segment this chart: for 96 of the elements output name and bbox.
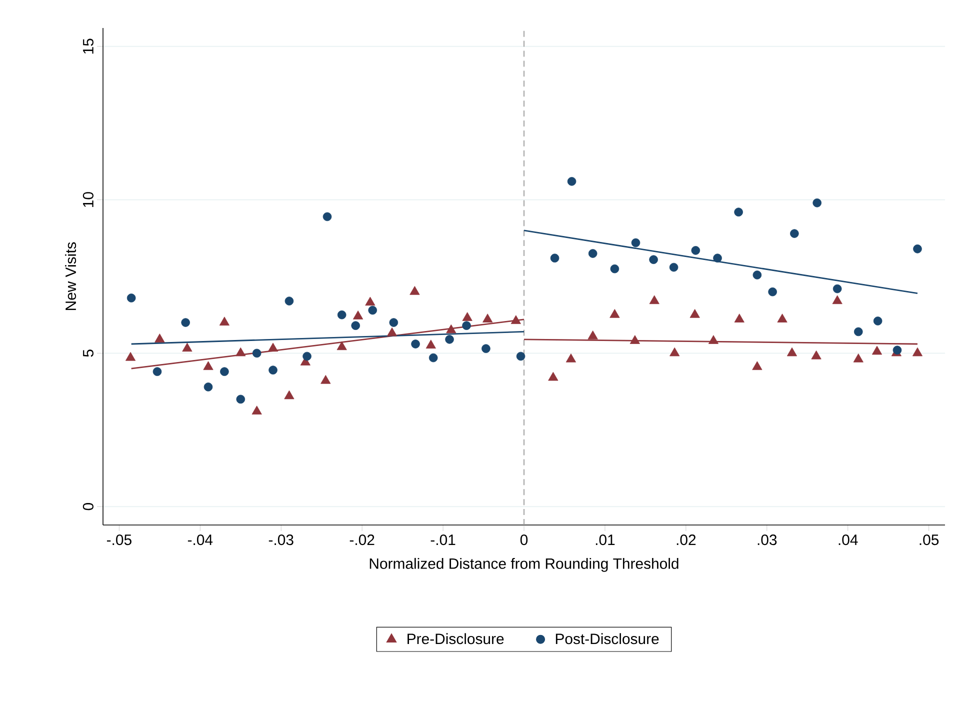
y-tick-label: 5 (83, 350, 94, 357)
point (510, 315, 521, 324)
point (649, 255, 658, 264)
point (386, 327, 398, 336)
point (832, 295, 842, 304)
point (181, 318, 190, 327)
point (670, 347, 680, 356)
point (126, 294, 136, 302)
point (337, 310, 346, 320)
point (411, 340, 420, 348)
point (320, 375, 331, 384)
point (445, 334, 454, 344)
point (236, 347, 246, 356)
point (913, 244, 922, 254)
point (853, 354, 864, 362)
point (752, 361, 762, 370)
x-tick-label: .04 (838, 534, 858, 546)
point (669, 262, 678, 272)
point (734, 208, 743, 216)
point (649, 295, 660, 304)
point (610, 309, 620, 318)
point (336, 341, 347, 350)
point (154, 334, 165, 342)
point (203, 361, 214, 370)
point (482, 314, 493, 322)
point (631, 238, 640, 248)
point (786, 347, 798, 356)
point (912, 347, 923, 356)
point (610, 264, 620, 274)
x-tick-label: .05 (920, 534, 939, 546)
point (426, 340, 436, 349)
legend-label: Post-Disclosure (556, 633, 659, 644)
x-tick-label: 0 (520, 534, 528, 546)
point (219, 316, 230, 326)
point (284, 296, 294, 306)
point (220, 367, 229, 376)
point (550, 254, 560, 262)
point (812, 198, 822, 208)
y-axis-title: New Visits (65, 242, 76, 310)
point (351, 321, 360, 330)
point (873, 316, 882, 326)
point (268, 366, 278, 374)
point (567, 176, 576, 186)
point (566, 354, 576, 362)
point (548, 372, 558, 381)
point (777, 314, 788, 322)
point (428, 353, 438, 362)
point (516, 352, 526, 361)
point (236, 394, 246, 404)
point (811, 350, 822, 360)
point (252, 406, 262, 414)
point (752, 270, 762, 280)
point (832, 284, 842, 294)
point (630, 335, 640, 344)
point (125, 352, 136, 361)
x-tick-label: -.02 (350, 534, 374, 546)
point (410, 286, 420, 295)
point (588, 249, 598, 258)
point (872, 346, 882, 355)
legend-label: Pre-Disclosure (408, 633, 504, 644)
point (713, 254, 722, 262)
y-tick-label: 15 (83, 38, 94, 54)
point (790, 229, 799, 238)
point (268, 342, 278, 352)
point (734, 314, 744, 322)
point (389, 318, 398, 327)
point (482, 344, 490, 353)
point (768, 287, 777, 296)
point (446, 324, 456, 334)
x-tick-label: -.03 (268, 534, 294, 546)
point (691, 246, 700, 255)
y-tick-label: 10 (82, 192, 94, 207)
point (284, 390, 294, 400)
point (204, 382, 213, 392)
point (462, 321, 471, 330)
point (368, 306, 378, 315)
point (690, 309, 700, 318)
point (462, 312, 472, 321)
x-tick-label: -.04 (188, 534, 213, 546)
point (252, 348, 262, 358)
point (182, 342, 192, 352)
point (708, 335, 719, 344)
x-tick-label: .02 (676, 534, 696, 546)
point (352, 310, 364, 320)
x-axis-title: Normalized Distance from Rounding Threshold (370, 558, 678, 572)
x-tick-label: .03 (758, 534, 777, 546)
y-tick-label: 0 (82, 503, 94, 510)
point (152, 367, 162, 376)
point (322, 212, 332, 222)
x-tick-label: .01 (596, 534, 615, 546)
point (588, 330, 598, 340)
point (302, 352, 312, 361)
x-tick-label: -.01 (430, 534, 456, 546)
point (365, 296, 376, 306)
x-tick-label: -.05 (106, 534, 132, 546)
point (854, 327, 863, 336)
